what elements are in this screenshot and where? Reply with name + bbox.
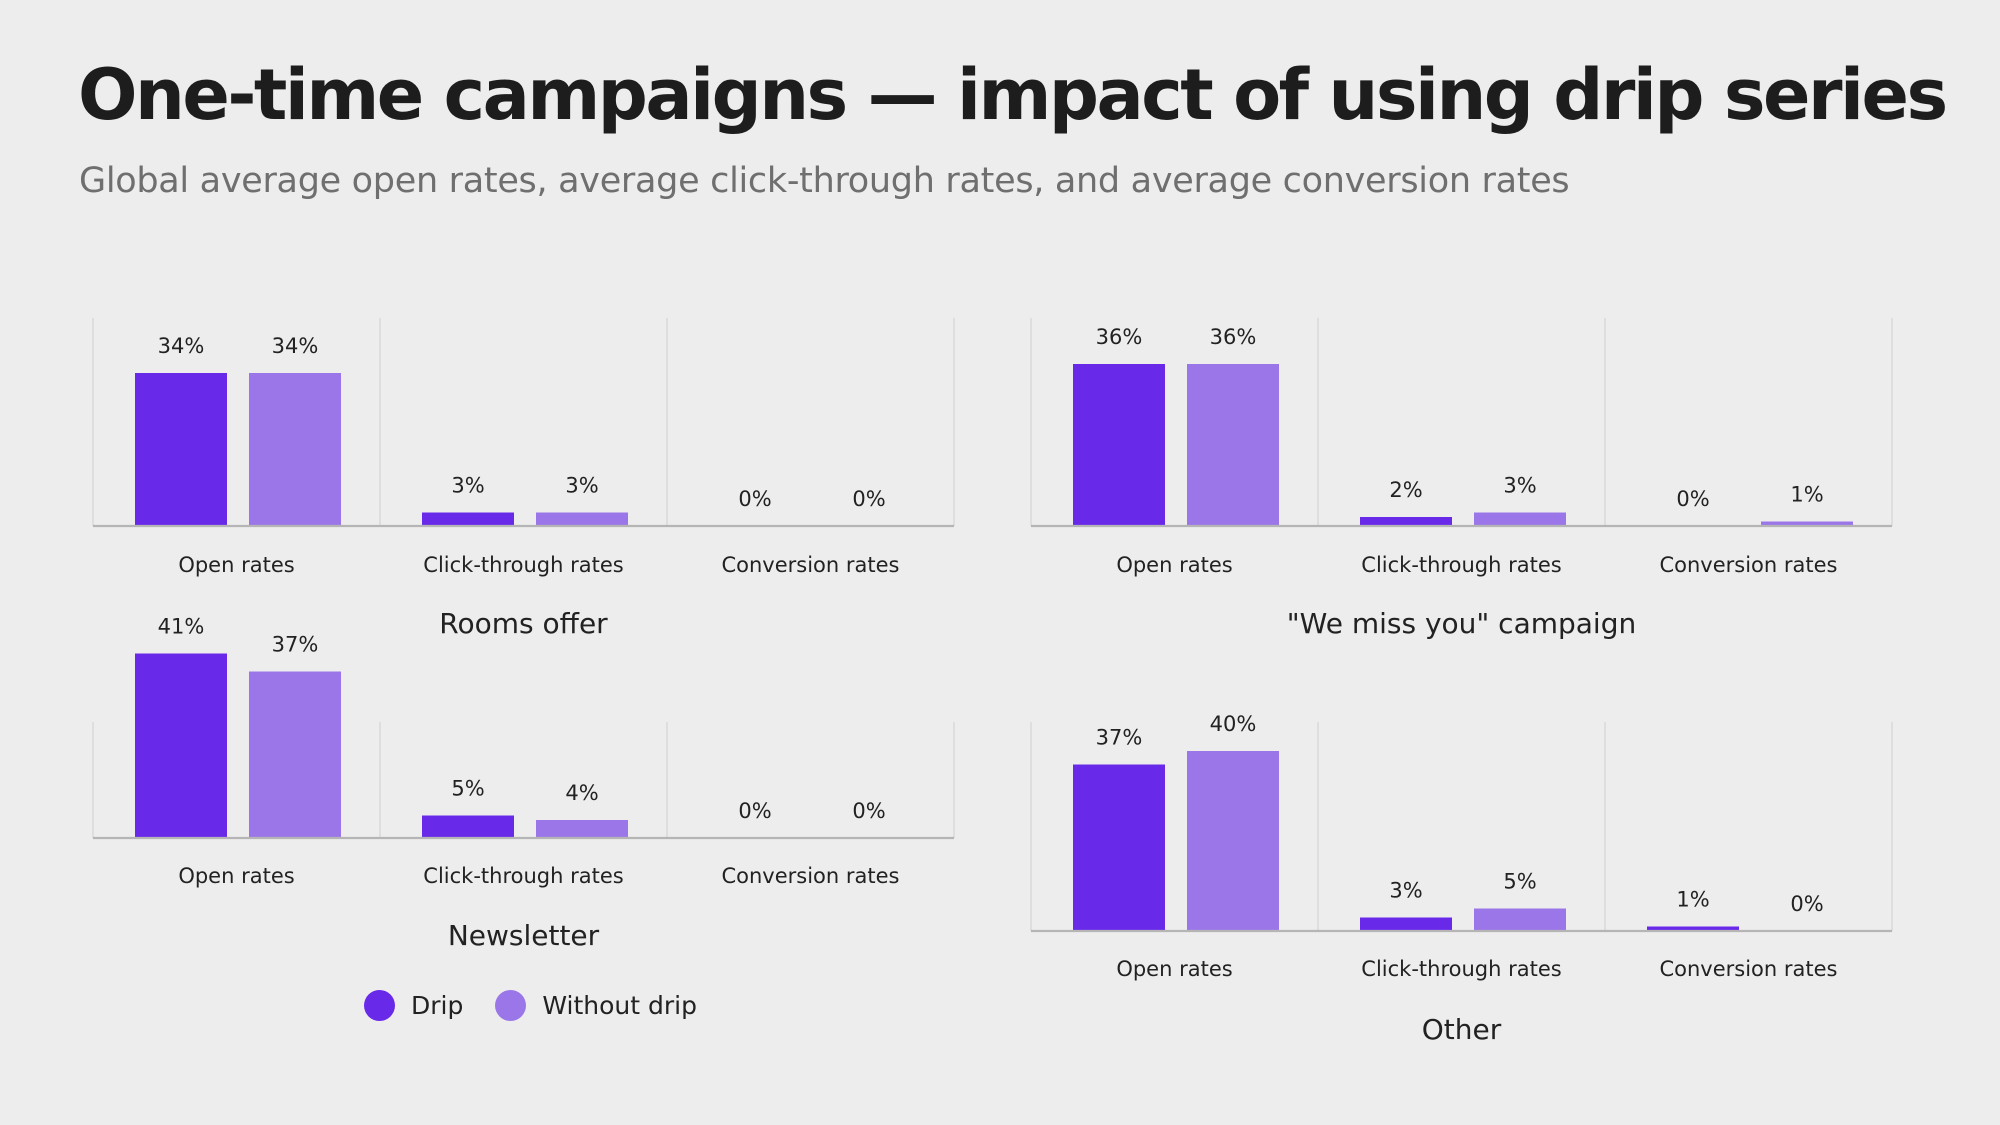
data-label: 3% [451, 474, 484, 498]
category-label: Open rates [1116, 553, 1232, 577]
bar-without-drip-click-through-rates [536, 820, 628, 838]
bar-drip-open-rates [1073, 764, 1165, 931]
page-title: One-time campaigns — impact of using dri… [78, 54, 1948, 136]
legend-item-drip: Drip [364, 990, 463, 1021]
chart-we-miss-you-campaign: 36% 2% 0% 36% 3% 1% Open rates Click-through ra… [1030, 318, 1893, 640]
chart-title: Other [1422, 1013, 1502, 1046]
bar-without-drip-click-through-rates [1474, 908, 1566, 931]
legend-swatch-drip [364, 990, 395, 1021]
bar-drip-click-through-rates [1360, 517, 1452, 526]
bar-without-drip-click-through-rates [536, 512, 628, 526]
data-label: 3% [565, 474, 598, 498]
chart-title: Newsletter [448, 919, 600, 952]
data-label: 37% [1096, 726, 1143, 750]
data-label: 5% [451, 777, 484, 801]
data-label: 37% [272, 633, 319, 657]
legend-label-drip: Drip [411, 991, 464, 1020]
chart-title: Rooms offer [439, 607, 608, 640]
data-label: 5% [1503, 870, 1536, 894]
category-label: Conversion rates [721, 553, 899, 577]
data-label: 2% [1389, 478, 1422, 502]
category-label: Click-through rates [423, 553, 623, 577]
chart-title: "We miss you" campaign [1287, 607, 1636, 640]
category-label: Click-through rates [1361, 553, 1561, 577]
legend-item-without-drip: Without drip [495, 990, 697, 1021]
data-label: 34% [272, 334, 319, 358]
bar-drip-click-through-rates [422, 512, 514, 526]
category-label: Conversion rates [1659, 553, 1837, 577]
bar-drip-open-rates [135, 373, 227, 526]
chart-newsletter: 41% 5% 0% 37% 4% 0% Open rates Click-through ra… [92, 615, 955, 952]
chart-rooms-offer: 34% 3% 0% 34% 3% 0% Open rates Click-through ra… [92, 318, 955, 640]
category-label: Open rates [178, 553, 294, 577]
bar-without-drip-open-rates [249, 671, 341, 838]
data-label: 0% [1790, 892, 1823, 916]
data-label: 1% [1790, 483, 1823, 507]
bar-drip-open-rates [135, 653, 227, 838]
bar-drip-open-rates [1073, 364, 1165, 526]
bar-drip-conversion-rates [1647, 926, 1739, 931]
data-label: 1% [1676, 888, 1709, 912]
data-label: 0% [738, 799, 771, 823]
bar-drip-click-through-rates [422, 815, 514, 838]
data-label: 0% [852, 799, 885, 823]
page-subtitle: Global average open rates, average click… [79, 161, 1570, 201]
bar-without-drip-open-rates [249, 373, 341, 526]
bar-without-drip-open-rates [1187, 751, 1279, 931]
legend-label-without-drip: Without drip [542, 991, 697, 1020]
data-label: 36% [1096, 325, 1143, 349]
chart-other: 37% 3% 1% 40% 5% 0% Open rates Click-through ra… [1030, 712, 1893, 1046]
data-label: 0% [852, 487, 885, 511]
bar-without-drip-open-rates [1187, 364, 1279, 526]
bar-without-drip-conversion-rates [1761, 521, 1853, 526]
bar-without-drip-click-through-rates [1474, 512, 1566, 526]
category-label: Click-through rates [1361, 957, 1561, 981]
data-label: 40% [1210, 712, 1257, 736]
data-label: 41% [158, 615, 205, 639]
legend-swatch-without-drip [495, 990, 527, 1021]
category-label: Conversion rates [721, 864, 899, 888]
data-label: 34% [158, 334, 205, 358]
category-label: Open rates [178, 864, 294, 888]
category-label: Click-through rates [423, 864, 623, 888]
data-label: 0% [738, 487, 771, 511]
data-label: 3% [1389, 879, 1422, 903]
category-label: Conversion rates [1659, 957, 1837, 981]
data-label: 4% [565, 781, 598, 805]
data-label: 36% [1210, 325, 1257, 349]
data-label: 0% [1676, 487, 1709, 511]
bar-drip-click-through-rates [1360, 917, 1452, 931]
data-label: 3% [1503, 474, 1536, 498]
chart-legend: Drip Without drip [364, 990, 729, 1021]
category-label: Open rates [1116, 957, 1232, 981]
